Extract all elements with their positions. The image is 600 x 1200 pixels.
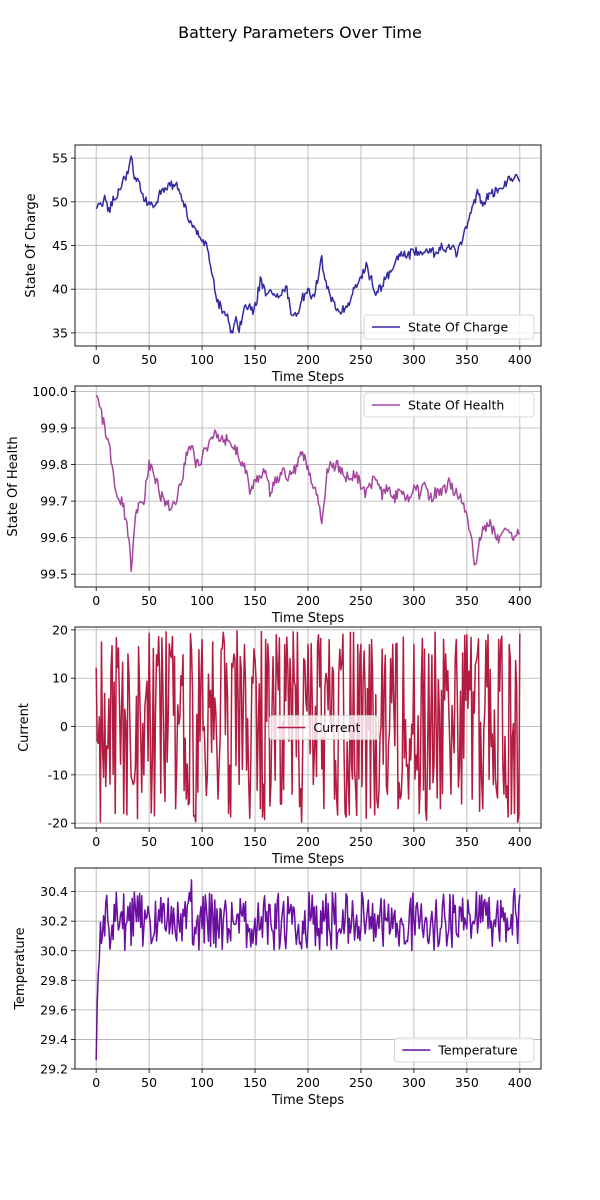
legend: Temperature	[393, 1037, 535, 1063]
legend-box	[363, 314, 535, 340]
series-line	[95, 630, 521, 823]
x-tick-label: 200	[296, 834, 320, 849]
x-tick-label: 0	[92, 593, 100, 608]
subplot: 0 50 100 150 200 250 300 350 400 35 40 45 50 55 Time S…	[24, 144, 542, 385]
series-line	[95, 394, 521, 573]
series-line	[95, 879, 521, 1061]
y-axis-label: Temperature	[13, 927, 28, 1010]
y-tick-label: 45	[52, 238, 68, 253]
x-tick-label: 100	[190, 834, 214, 849]
y-tick-label: -10	[48, 767, 68, 782]
y-tick-label: 0	[60, 719, 68, 734]
y-tick-label: 55	[52, 151, 68, 166]
legend-box	[363, 392, 535, 418]
x-tick-label: 350	[455, 593, 479, 608]
x-tick-label: 200	[296, 352, 320, 367]
x-tick-label: 0	[92, 352, 100, 367]
y-tick-label: 30.2	[40, 914, 68, 929]
y-tick-label: 99.7	[40, 494, 68, 509]
x-tick-label: 150	[243, 834, 267, 849]
x-tick-label: 50	[141, 1075, 157, 1090]
x-tick-label: 250	[349, 352, 373, 367]
x-tick-label: 400	[508, 834, 532, 849]
legend-label: Temperature	[437, 1043, 517, 1058]
y-tick-label: 99.5	[40, 567, 68, 582]
y-axis-label: State Of Health	[6, 436, 21, 536]
x-tick-label: 350	[455, 1075, 479, 1090]
legend-label: Current	[313, 720, 360, 735]
x-axis-label: Time Steps	[271, 1093, 345, 1108]
x-axis-label: Time Steps	[271, 611, 345, 626]
y-axis-label: State Of Charge	[24, 193, 39, 297]
subplot: 0 50 100 150 200 250 300 350 400 29.2 29.4 29.6 29.8…	[13, 867, 542, 1108]
y-tick-label: -20	[48, 816, 68, 831]
x-tick-label: 150	[243, 352, 267, 367]
x-tick-label: 50	[141, 593, 157, 608]
y-tick-label: 99.6	[40, 530, 68, 545]
figure-title: Battery Parameters Over Time	[178, 23, 422, 42]
x-tick-label: 300	[402, 1075, 426, 1090]
legend: State Of Charge	[363, 314, 535, 340]
x-tick-label: 250	[349, 834, 373, 849]
legend-box	[268, 715, 379, 740]
y-tick-label: 20	[52, 622, 68, 637]
legend-box	[393, 1037, 535, 1063]
y-tick-label: 29.2	[40, 1062, 68, 1077]
x-tick-label: 200	[296, 1075, 320, 1090]
y-tick-label: 35	[52, 325, 68, 340]
x-tick-label: 100	[190, 352, 214, 367]
x-tick-label: 300	[402, 834, 426, 849]
x-tick-label: 250	[349, 1075, 373, 1090]
legend: State Of Health	[363, 392, 535, 418]
x-tick-label: 300	[402, 593, 426, 608]
subplot: 0 50 100 150 200 250 300 350 400 99.5 99.6 99.7 99.8…	[6, 384, 542, 626]
y-tick-label: 100.0	[32, 384, 68, 399]
subplot: 0 50 100 150 200 250 300 350 400 -20 -10 0 10 20 Time …	[17, 622, 542, 867]
y-tick-label: 50	[52, 194, 68, 209]
x-tick-label: 400	[508, 593, 532, 608]
series-line	[95, 155, 521, 334]
x-tick-label: 50	[141, 352, 157, 367]
x-tick-label: 350	[455, 352, 479, 367]
x-tick-label: 250	[349, 593, 373, 608]
x-tick-label: 400	[508, 1075, 532, 1090]
legend-label: State Of Charge	[408, 320, 508, 335]
x-tick-label: 200	[296, 593, 320, 608]
x-tick-label: 100	[190, 1075, 214, 1090]
x-tick-label: 150	[243, 1075, 267, 1090]
legend: Current	[268, 715, 379, 740]
x-tick-label: 0	[92, 1075, 100, 1090]
y-tick-label: 30.4	[40, 884, 68, 899]
x-tick-label: 150	[243, 593, 267, 608]
y-tick-label: 99.8	[40, 457, 68, 472]
x-tick-label: 300	[402, 352, 426, 367]
legend-label: State Of Health	[408, 398, 504, 413]
y-axis-label: Current	[17, 703, 32, 752]
x-axis-label: Time Steps	[271, 370, 345, 385]
x-axis-label: Time Steps	[271, 852, 345, 867]
x-tick-label: 400	[508, 352, 532, 367]
y-tick-label: 29.8	[40, 973, 68, 988]
y-tick-label: 40	[52, 282, 68, 297]
x-tick-label: 100	[190, 593, 214, 608]
y-tick-label: 10	[52, 671, 68, 686]
y-tick-label: 99.9	[40, 421, 68, 436]
x-tick-label: 0	[92, 834, 100, 849]
y-tick-label: 29.6	[40, 1002, 68, 1017]
x-tick-label: 50	[141, 834, 157, 849]
y-tick-label: 29.4	[40, 1032, 68, 1047]
x-tick-label: 350	[455, 834, 479, 849]
y-tick-label: 30.0	[40, 943, 68, 958]
